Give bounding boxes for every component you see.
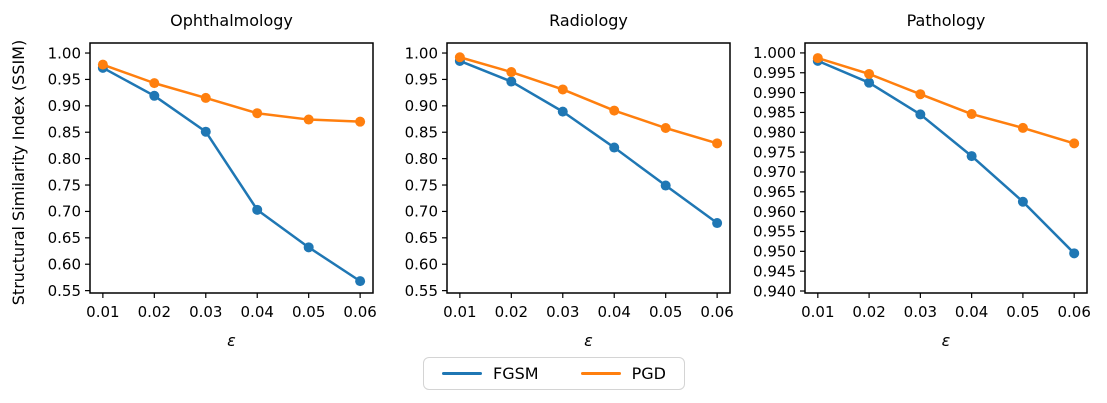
svg-text:0.03: 0.03 xyxy=(189,303,222,321)
legend-label-pgd: PGD xyxy=(631,363,666,383)
svg-text:0.85: 0.85 xyxy=(48,123,81,141)
svg-text:0.960: 0.960 xyxy=(753,203,796,221)
svg-text:0.03: 0.03 xyxy=(546,303,579,321)
svg-text:0.70: 0.70 xyxy=(48,203,81,221)
svg-text:0.60: 0.60 xyxy=(405,255,438,273)
svg-text:0.95: 0.95 xyxy=(48,71,81,89)
svg-text:0.965: 0.965 xyxy=(753,183,796,201)
y-axis-label: Structural Similarity Index (SSIM) xyxy=(9,39,29,305)
svg-text:0.05: 0.05 xyxy=(649,303,682,321)
svg-text:0.65: 0.65 xyxy=(48,229,81,247)
svg-text:0.85: 0.85 xyxy=(405,123,438,141)
svg-text:0.05: 0.05 xyxy=(292,303,325,321)
svg-text:0.55: 0.55 xyxy=(405,282,438,300)
svg-text:0.995: 0.995 xyxy=(753,64,796,82)
svg-text:0.985: 0.985 xyxy=(753,104,796,122)
subplot-title-pathology: Pathology xyxy=(906,11,986,30)
svg-text:0.990: 0.990 xyxy=(753,84,796,102)
svg-text:0.975: 0.975 xyxy=(753,143,796,161)
x-axis-label-epsilon-2: ε xyxy=(584,331,593,350)
legend-line-swatch-pgd xyxy=(580,372,621,375)
svg-text:0.03: 0.03 xyxy=(904,303,937,321)
svg-text:0.70: 0.70 xyxy=(405,203,438,221)
svg-text:0.950: 0.950 xyxy=(753,243,796,261)
svg-text:0.01: 0.01 xyxy=(801,303,834,321)
svg-text:1.00: 1.00 xyxy=(48,44,81,62)
svg-text:0.06: 0.06 xyxy=(343,303,376,321)
legend-entry-fgsm: FGSM xyxy=(442,363,539,383)
svg-text:0.80: 0.80 xyxy=(405,150,438,168)
subplot-title-ophthalmology: Ophthalmology xyxy=(170,11,293,30)
svg-text:0.60: 0.60 xyxy=(48,255,81,273)
svg-text:0.940: 0.940 xyxy=(753,282,796,300)
svg-text:0.80: 0.80 xyxy=(48,150,81,168)
svg-text:0.01: 0.01 xyxy=(86,303,119,321)
svg-text:0.06: 0.06 xyxy=(1057,303,1090,321)
svg-text:1.00: 1.00 xyxy=(405,44,438,62)
svg-text:0.980: 0.980 xyxy=(753,124,796,142)
svg-text:0.04: 0.04 xyxy=(241,303,274,321)
legend-entry-pgd: PGD xyxy=(580,363,666,383)
svg-text:0.55: 0.55 xyxy=(48,282,81,300)
svg-text:1.000: 1.000 xyxy=(753,44,796,62)
legend-label-fgsm: FGSM xyxy=(493,363,539,383)
svg-text:0.90: 0.90 xyxy=(405,97,438,115)
x-axis-label-epsilon-3: ε xyxy=(941,331,951,350)
svg-text:0.945: 0.945 xyxy=(753,262,796,280)
line-chart-ophthalmology: 0.55 0.60 0.65 0.70 0.75 0.80 0.85 0.90 0.95 1.00… xyxy=(48,42,377,321)
svg-text:0.04: 0.04 xyxy=(598,303,631,321)
svg-text:0.02: 0.02 xyxy=(852,303,885,321)
svg-text:0.01: 0.01 xyxy=(443,303,476,321)
svg-text:0.02: 0.02 xyxy=(138,303,171,321)
svg-text:0.05: 0.05 xyxy=(1006,303,1039,321)
svg-text:0.75: 0.75 xyxy=(48,176,81,194)
svg-text:0.955: 0.955 xyxy=(753,223,796,241)
svg-text:0.970: 0.970 xyxy=(753,163,796,181)
svg-text:0.90: 0.90 xyxy=(48,97,81,115)
svg-text:0.65: 0.65 xyxy=(405,229,438,247)
line-chart-radiology: 0.55 0.60 0.65 0.70 0.75 0.80 0.85 0.90 0.95 1.00… xyxy=(405,42,734,321)
svg-text:0.75: 0.75 xyxy=(405,176,438,194)
legend: FGSM PGD xyxy=(423,357,685,390)
svg-text:0.02: 0.02 xyxy=(495,303,528,321)
legend-line-swatch-fgsm xyxy=(442,372,483,375)
svg-text:0.04: 0.04 xyxy=(955,303,988,321)
svg-text:0.95: 0.95 xyxy=(405,71,438,89)
x-axis-label-epsilon-1: ε xyxy=(227,331,236,350)
y-axis-label-container: Structural Similarity Index (SSIM) xyxy=(4,0,34,344)
subplot-title-radiology: Radiology xyxy=(549,11,628,30)
svg-text:0.06: 0.06 xyxy=(700,303,733,321)
